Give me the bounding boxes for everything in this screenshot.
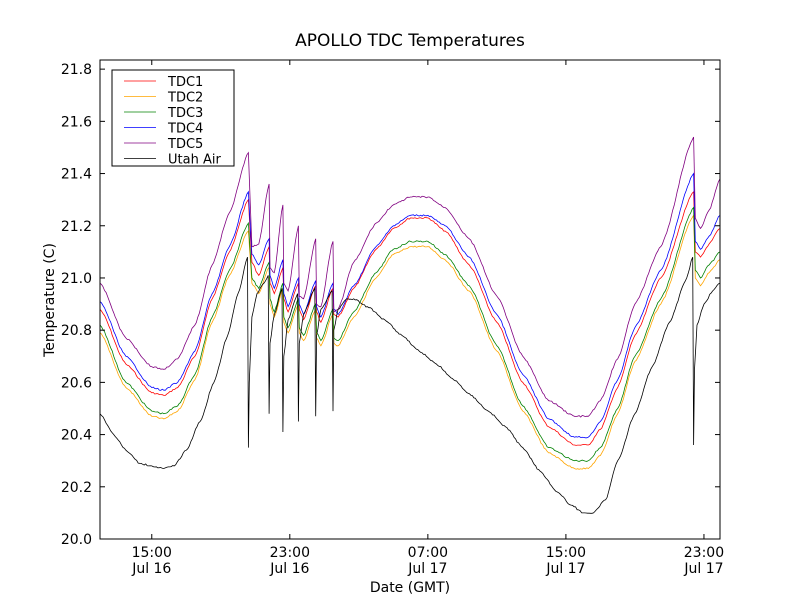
x-tick-label-date: Jul 16 <box>269 561 309 577</box>
series-line-tdc2 <box>100 213 720 470</box>
x-tick-label-date: Jul 17 <box>683 561 723 577</box>
legend-item-tdc4: TDC4 <box>124 122 203 137</box>
y-tick-label: 21.6 <box>61 114 92 130</box>
series-line-tdc3 <box>100 206 720 462</box>
y-tick-label: 21.4 <box>61 167 92 183</box>
series-line-tdc5 <box>100 136 720 418</box>
y-tick-label: 20.8 <box>61 323 92 339</box>
x-tick-label-time: 23:00 <box>684 545 724 561</box>
y-axis-label: Temperature (C) <box>42 243 58 358</box>
x-tick-label-time: 07:00 <box>408 545 448 561</box>
y-tick-label: 21.8 <box>61 62 92 78</box>
series-line-tdc4 <box>100 172 720 439</box>
legend-label: TDC1 <box>167 75 203 90</box>
legend-item-tdc2: TDC2 <box>124 91 203 106</box>
series-line-utah-air <box>100 256 720 514</box>
y-axis: 20.0 20.2 20.4 20.6 20.8 21.0 21.2 21.4 21.6 21.8 <box>61 62 720 548</box>
legend-item-tdc5: TDC5 <box>124 137 203 152</box>
plot-frame <box>99 59 721 540</box>
x-tick-label-date: Jul 17 <box>545 561 585 577</box>
series-line-tdc1 <box>100 190 720 446</box>
x-tick-label-time: 15:00 <box>132 545 172 561</box>
legend-label: TDC4 <box>167 122 203 137</box>
y-tick-label: 20.2 <box>61 480 92 496</box>
y-tick-label: 21.2 <box>61 219 92 235</box>
y-tick-label: 20.0 <box>61 532 92 548</box>
plot-lines <box>100 136 720 514</box>
y-tick-label: 20.4 <box>61 428 92 444</box>
y-tick-label: 21.0 <box>61 271 92 287</box>
x-tick-label-time: 15:00 <box>546 545 586 561</box>
legend-item-tdc3: TDC3 <box>124 106 203 121</box>
legend-label: Utah Air <box>168 153 221 168</box>
legend-item-tdc1: TDC1 <box>124 75 203 90</box>
x-tick-label-time: 23:00 <box>270 545 310 561</box>
legend-label: TDC5 <box>167 137 203 152</box>
x-axis-label: Date (GMT) <box>370 580 450 596</box>
y-tick-label: 20.6 <box>61 375 92 391</box>
legend-item-utah-air: Utah Air <box>124 153 221 168</box>
legend-label: TDC3 <box>167 106 203 121</box>
x-tick-label-date: Jul 17 <box>407 561 447 577</box>
legend-label: TDC2 <box>167 91 203 106</box>
legend-box <box>111 69 235 167</box>
chart-title: APOLLO TDC Temperatures <box>295 31 525 51</box>
x-tick-label-date: Jul 16 <box>131 561 171 577</box>
